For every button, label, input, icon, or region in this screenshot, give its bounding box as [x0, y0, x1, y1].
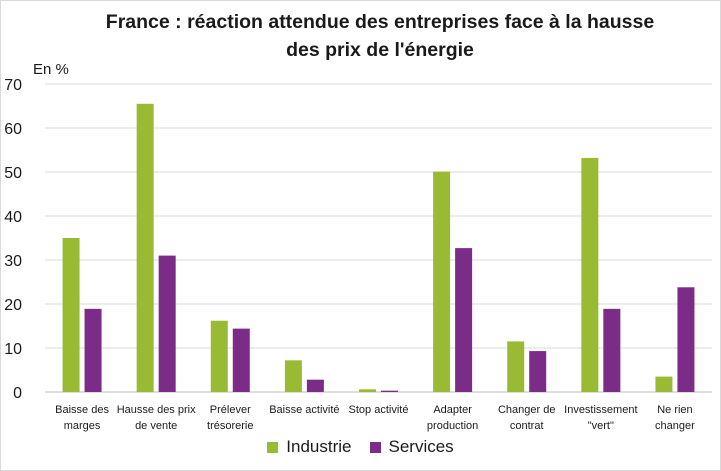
chart-title-line1: France : réaction attendue des entrepris…	[105, 11, 655, 33]
legend-swatch-services	[369, 441, 381, 453]
bar-services-3	[306, 379, 324, 392]
chart-title: France : réaction attendue des entrepris…	[40, 8, 720, 64]
legend-label-industrie: Industrie	[286, 437, 352, 456]
bar-services-7	[603, 308, 621, 392]
bar-industrie-4	[359, 389, 376, 392]
bar-services-0	[84, 308, 102, 392]
x-tick-label-1-1: de vente	[135, 420, 177, 432]
bar-services-5	[455, 248, 473, 392]
chart-legend: Industrie Services	[0, 437, 721, 457]
legend-item-services: Services	[369, 437, 454, 457]
chart-title-line2: des prix de l'énergie	[286, 39, 474, 61]
x-tick-label-7-1: "vert"	[588, 420, 614, 432]
x-tick-label-2-1: trésorerie	[207, 420, 253, 432]
x-tick-label-5-0: Adapter	[433, 404, 472, 416]
bar-industrie-1	[136, 103, 154, 393]
bar-services-4	[381, 390, 398, 392]
bar-services-1	[158, 255, 176, 392]
x-tick-label-3-0: Baisse activité	[269, 404, 339, 416]
bar-industrie-6	[507, 341, 525, 392]
y-tick-label-30: 30	[4, 253, 22, 270]
bar-industrie-8	[655, 376, 673, 392]
x-tick-label-4-0: Stop activité	[349, 404, 409, 416]
legend-swatch-industrie	[267, 441, 279, 453]
bar-industrie-0	[62, 238, 80, 392]
x-tick-label-2-0: Prélever	[210, 404, 251, 416]
x-tick-label-1-0: Hausse des prix	[117, 404, 196, 416]
x-tick-label-7-0: Investissement	[564, 404, 637, 416]
bar-industrie-3	[284, 360, 302, 392]
bar-services-6	[529, 351, 547, 392]
x-tick-label-0-1: marges	[64, 420, 101, 432]
x-tick-label-6-1: contrat	[510, 420, 544, 432]
x-tick-label-8-0: Ne rien	[657, 404, 692, 416]
x-tick-label-6-0: Changer de	[498, 404, 556, 416]
bar-industrie-5	[433, 171, 451, 392]
bar-services-2	[232, 328, 250, 392]
bar-industrie-2	[210, 320, 228, 392]
y-tick-label-70: 70	[4, 77, 22, 94]
bar-services-8	[677, 287, 695, 392]
y-tick-label-0: 0	[13, 385, 22, 402]
x-tick-label-5-1: production	[427, 420, 478, 432]
y-tick-label-20: 20	[4, 297, 22, 314]
y-tick-label-40: 40	[4, 209, 22, 226]
y-tick-label-50: 50	[4, 165, 22, 182]
bar-industrie-7	[581, 157, 599, 392]
legend-item-industrie: Industrie	[267, 437, 352, 457]
y-tick-label-10: 10	[4, 341, 22, 358]
x-tick-label-0-0: Baisse des	[55, 404, 109, 416]
legend-label-services: Services	[388, 437, 454, 456]
y-tick-label-60: 60	[4, 121, 22, 138]
y-axis-unit-label: En %	[33, 61, 69, 78]
x-tick-label-8-1: changer	[655, 420, 695, 432]
